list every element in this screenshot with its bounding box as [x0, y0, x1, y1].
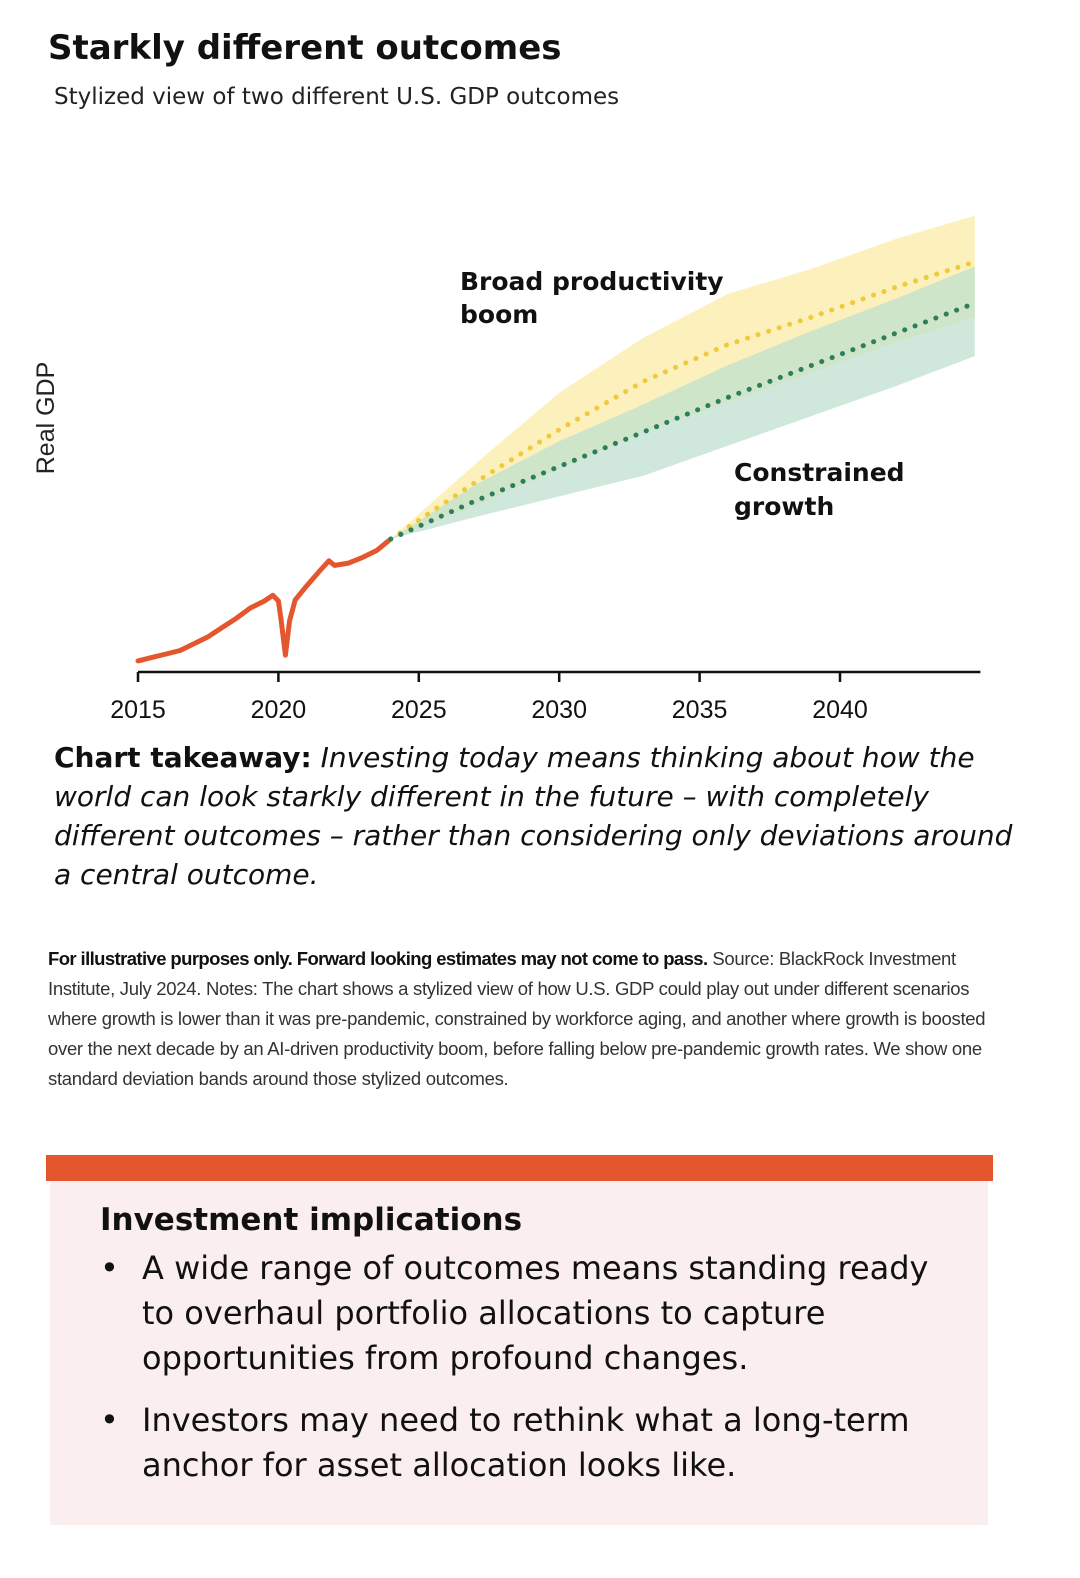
- y-axis-label: Real GDP: [32, 362, 60, 475]
- constrained-annotation: Constrained: [734, 458, 905, 487]
- x-tick-label: 2035: [672, 696, 728, 724]
- disclaimer-text: For illustrative purposes only. Forward …: [48, 948, 708, 969]
- implications-panel: [50, 1181, 988, 1525]
- x-tick-label: 2040: [812, 696, 868, 724]
- chart-takeaway: Chart takeaway: Investing today means th…: [54, 738, 1014, 894]
- chart-notes: For illustrative purposes only. Forward …: [48, 944, 998, 1094]
- bullet-dot-icon: •: [100, 1249, 119, 1287]
- takeaway-text: Investing today means thinking about how…: [54, 741, 1013, 891]
- gdp-chart: 2015 2020 2025 2030 2035 2040 Real GDP Broad …: [32, 215, 981, 724]
- boom-annotation: Broad productivity: [460, 267, 724, 296]
- chart-title: Starkly different outcomes: [48, 28, 562, 68]
- constrained-projection-line: [388, 300, 978, 542]
- constrained-annotation-line2: growth: [734, 492, 834, 521]
- x-axis: 2015 2020 2025 2030 2035 2040: [110, 670, 981, 724]
- chart-bands: [390, 215, 975, 540]
- chart-lines: [135, 259, 978, 664]
- chart-annotations: Broad productivity boom Constrained growth: [460, 267, 905, 521]
- implications-title: Investment implications: [100, 1202, 523, 1238]
- bullet-dot-icon: •: [100, 1401, 119, 1439]
- source-notes-text: Source: BlackRock Investment Institute, …: [48, 948, 986, 1089]
- historical-gdp-line: [135, 536, 394, 664]
- x-tick-label: 2020: [251, 696, 307, 724]
- x-tick-label: 2015: [110, 696, 166, 724]
- takeaway-label: Chart takeaway:: [54, 741, 312, 774]
- implication-text: Investors may need to rethink what a lon…: [142, 1401, 910, 1484]
- chart-subtitle: Stylized view of two different U.S. GDP …: [54, 84, 620, 110]
- x-tick-label: 2025: [391, 696, 447, 724]
- implication-text: A wide range of outcomes means standing …: [142, 1249, 929, 1377]
- boom-annotation-line2: boom: [460, 300, 538, 329]
- implications-accent-bar: [46, 1155, 993, 1181]
- constrained-band: [390, 266, 975, 539]
- boom-projection-line: [388, 259, 978, 542]
- x-tick-label: 2030: [531, 696, 587, 724]
